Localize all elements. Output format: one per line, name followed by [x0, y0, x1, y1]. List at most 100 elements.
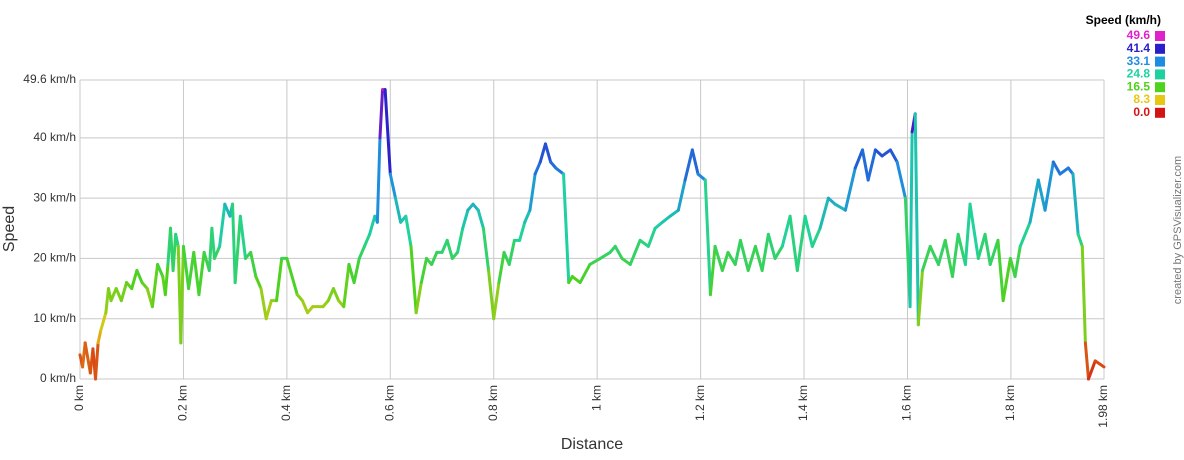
speed-segment [533, 160, 542, 176]
y-tick-label: 40 km/h [33, 130, 76, 144]
speed-segment [187, 250, 196, 291]
speed-segment [554, 166, 566, 176]
speed-segment [1036, 178, 1047, 212]
speed-segment [300, 299, 310, 315]
speed-segment [795, 214, 807, 272]
speed-segment [943, 238, 954, 279]
speed-segment [843, 166, 857, 212]
speed-segment [528, 172, 537, 212]
speed-segment [810, 226, 822, 248]
speed-segment [963, 202, 972, 266]
x-axis-label: Distance [561, 436, 623, 453]
speed-segment [130, 268, 139, 291]
speed-segment [996, 238, 1005, 303]
speed-segment [156, 262, 165, 279]
speed-segment [937, 238, 947, 266]
speed-segment [788, 214, 799, 272]
x-tick-label: 0.6 km [382, 385, 396, 421]
speed-segment [331, 287, 341, 303]
speed-segment [746, 244, 757, 272]
credit: created by GPSVisualizer.com [1172, 156, 1184, 304]
speed-segment [760, 232, 770, 272]
speed-segment [888, 148, 899, 164]
speed-segment [956, 232, 967, 266]
legend-label: 24.8 [1127, 67, 1151, 81]
speed-segment [818, 196, 830, 230]
speed-segment [368, 214, 377, 236]
speed-segment [119, 281, 129, 303]
speed-segment [150, 262, 160, 309]
speed-segment [880, 148, 892, 158]
legend-swatch [1155, 69, 1165, 80]
speed-segment [753, 244, 764, 272]
speed-segment [275, 256, 284, 303]
speed-segment [430, 250, 439, 266]
x-tick-label: 1.4 km [796, 385, 810, 421]
speed-segment [179, 244, 185, 345]
speed-segment [738, 238, 750, 272]
x-tick-label: 0.2 km [176, 385, 190, 421]
speed-segment [708, 244, 717, 297]
speed-segment [713, 244, 724, 272]
speed-segment [543, 142, 553, 164]
speed-segment [913, 112, 920, 327]
legend-swatch [1155, 56, 1165, 67]
x-tick-label: 0.4 km [279, 385, 293, 421]
speed-segment [393, 196, 403, 224]
speed-segment [259, 287, 268, 321]
speed-segment [676, 178, 687, 212]
legend-label: 8.3 [1133, 92, 1150, 106]
speed-segment [492, 281, 501, 321]
speed-segment [976, 232, 987, 260]
speed-segment [218, 202, 227, 248]
speed-segment [383, 88, 392, 176]
speed-segment [766, 232, 777, 260]
speed-segment [1051, 160, 1062, 176]
speed-segment [163, 262, 170, 297]
speed-segment [538, 142, 547, 164]
speed-segment [895, 160, 907, 200]
speed-segment [1080, 244, 1087, 345]
speed-segment [908, 130, 914, 309]
speed-segment [803, 214, 814, 248]
speed-segment [562, 172, 571, 285]
legend-label: 49.6 [1127, 28, 1151, 42]
speed-segment [826, 196, 837, 206]
speed-segment [928, 244, 941, 266]
speed-segment [254, 275, 263, 291]
speed-segment [853, 148, 864, 170]
y-tick-label: 10 km/h [33, 311, 76, 325]
speed-segment [481, 226, 491, 272]
speed-segment [733, 238, 742, 266]
speed-segment [570, 275, 582, 285]
speed-segment [378, 88, 385, 140]
speed-segment [638, 238, 650, 248]
speed-segment [696, 172, 707, 182]
speed-segment [1028, 178, 1040, 224]
speed-segment [249, 250, 258, 279]
speed-segment [1058, 166, 1070, 176]
speed-segment [1076, 232, 1084, 248]
speed-segment [950, 232, 960, 279]
speed-segment [703, 178, 712, 297]
speed-segment [726, 250, 737, 266]
speed-segment [404, 214, 413, 248]
speed-segment [780, 214, 792, 248]
y-tick-label: 49.6 km/h [23, 72, 76, 86]
speed-segment [96, 329, 103, 345]
speed-segment [414, 281, 423, 315]
legend-swatch [1155, 107, 1165, 118]
y-tick-label: 0 km/h [40, 371, 76, 385]
x-tick-label: 1 km [589, 385, 603, 411]
speed-segment [613, 244, 624, 260]
speed-segment [1086, 359, 1097, 381]
speed-segment [1001, 256, 1012, 303]
speed-segment [620, 256, 632, 266]
speed-segment [628, 238, 642, 266]
speed-segment [212, 244, 222, 260]
speed-segment [1018, 220, 1032, 248]
speed-segment [357, 244, 366, 260]
legend-swatch [1155, 31, 1165, 41]
speed-segment [588, 256, 602, 266]
speed-segment [94, 341, 100, 381]
